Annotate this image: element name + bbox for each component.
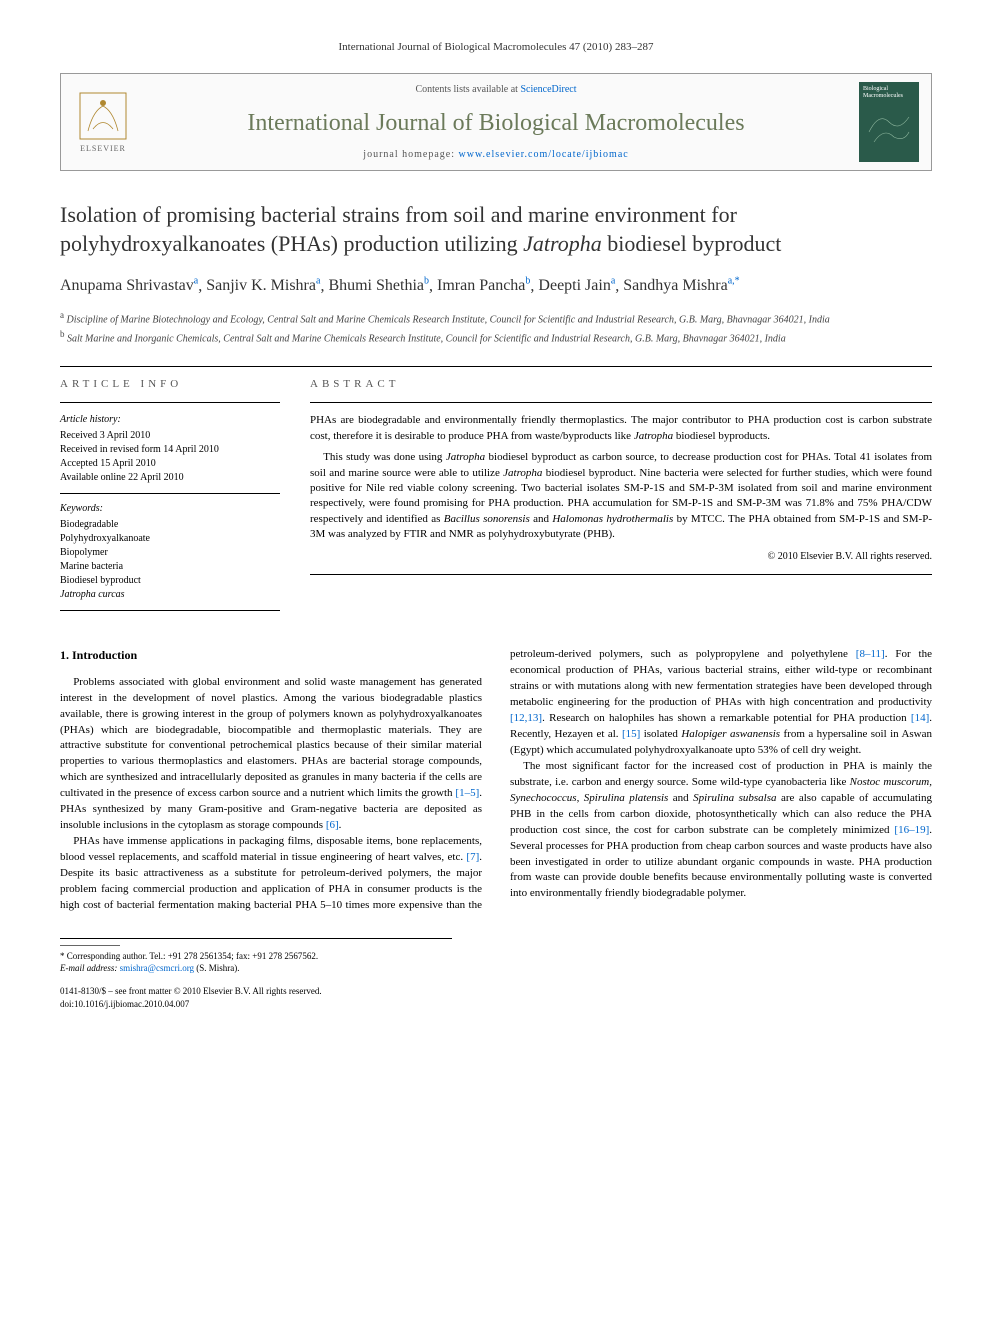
keyword: Jatropha curcas [60,588,280,602]
ref-1-5[interactable]: [1–5] [455,787,479,799]
contents-line: Contents lists available at ScienceDirec… [149,83,843,97]
abstract-p1: PHAs are biodegradable and environmental… [310,413,932,444]
affiliations: a Discipline of Marine Biotechnology and… [60,309,932,346]
affiliation: a Discipline of Marine Biotechnology and… [60,309,932,327]
article-title: Isolation of promising bacterial strains… [60,201,932,258]
author: Anupama Shrivastava [60,277,198,294]
ref-16-19[interactable]: [16–19] [894,824,929,836]
homepage-line: journal homepage: www.elsevier.com/locat… [149,148,843,162]
author: Deepti Jaina [538,277,615,294]
ref-8-11[interactable]: [8–11] [856,648,885,660]
keyword: Biopolymer [60,546,280,560]
email-link[interactable]: smishra@csmcri.org [120,963,194,973]
issn-line: 0141-8130/$ – see front matter © 2010 El… [60,985,452,998]
affiliation: b Salt Marine and Inorganic Chemicals, C… [60,328,932,346]
abstract-p2: This study was done using Jatropha biodi… [310,450,932,542]
elsevier-label: ELSEVIER [80,143,126,154]
author: Bhumi Shethiab [328,277,429,294]
running-head: International Journal of Biological Macr… [60,40,932,55]
journal-name: International Journal of Biological Macr… [149,107,843,141]
info-heading: ARTICLE INFO [60,377,280,392]
body-text: 1. Introduction Problems associated with… [60,647,932,913]
email-line: E-mail address: smishra@csmcri.org (S. M… [60,962,452,975]
abstract-heading: ABSTRACT [310,377,932,392]
rule-top [60,366,932,367]
ref-14[interactable]: [14] [911,712,929,724]
corresponding-author: * Corresponding author. Tel.: +91 278 25… [60,950,452,963]
keyword: Polyhydroxyalkanoate [60,532,280,546]
author: Sandhya Mishraa,* [623,277,739,294]
abstract: ABSTRACT PHAs are biodegradable and envi… [310,377,932,617]
body-p3: The most significant factor for the incr… [510,759,932,902]
article-info: ARTICLE INFO Article history: Received 3… [60,377,280,617]
homepage-link[interactable]: www.elsevier.com/locate/ijbiomac [459,149,629,160]
keyword: Marine bacteria [60,560,280,574]
keywords-label: Keywords: [60,502,280,516]
elsevier-logo: ELSEVIER [73,87,133,157]
ref-6[interactable]: [6] [326,819,339,831]
author: Sanjiv K. Mishraa [206,277,320,294]
author: Imran Panchab [437,277,530,294]
footer: * Corresponding author. Tel.: +91 278 25… [60,938,452,1010]
journal-header: ELSEVIER Contents lists available at Sci… [60,73,932,171]
ref-12-13[interactable]: [12,13] [510,712,542,724]
keyword: Biodiesel byproduct [60,574,280,588]
history-label: Article history: [60,413,280,427]
authors: Anupama Shrivastava, Sanjiv K. Mishraa, … [60,275,932,298]
body-p1: Problems associated with global environm… [60,675,482,834]
doi-line: doi:10.1016/j.ijbiomac.2010.04.007 [60,998,452,1011]
section-heading-1: 1. Introduction [60,647,482,664]
history-line: Received in revised form 14 April 2010 [60,443,280,457]
ref-7[interactable]: [7] [466,851,479,863]
keyword: Biodegradable [60,518,280,532]
ref-15[interactable]: [15] [622,728,640,740]
sciencedirect-link[interactable]: ScienceDirect [520,84,576,95]
journal-cover-thumb: Biological Macromolecules [859,82,919,162]
history-line: Received 3 April 2010 [60,429,280,443]
abstract-copyright: © 2010 Elsevier B.V. All rights reserved… [310,550,932,564]
history-line: Accepted 15 April 2010 [60,457,280,471]
history-line: Available online 22 April 2010 [60,471,280,485]
